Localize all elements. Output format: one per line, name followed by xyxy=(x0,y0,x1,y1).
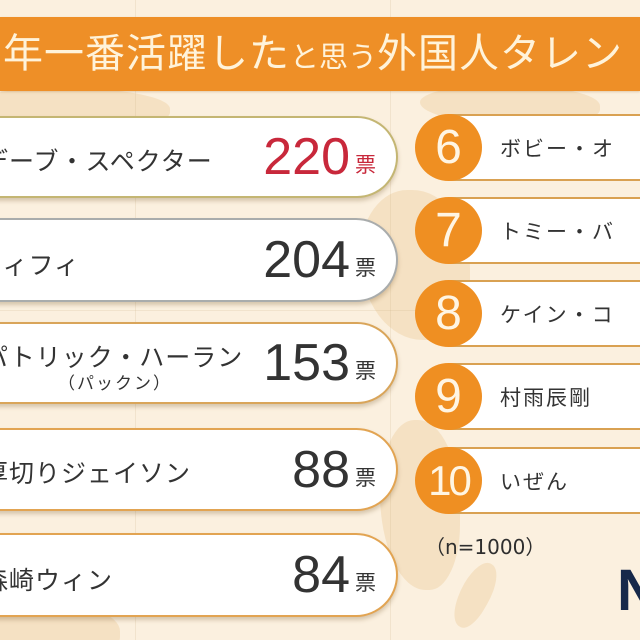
rank-badge: 8 xyxy=(415,280,482,347)
vote-number: 88 xyxy=(292,440,350,499)
talent-name: パトリック・ハーラン xyxy=(0,343,244,372)
rank-badge: 9 xyxy=(415,363,482,430)
title-part: 思 xyxy=(319,40,349,74)
rank-1-card: デーブ・スペクター 220 票 xyxy=(0,116,398,198)
vote-unit: 票 xyxy=(355,256,376,280)
rank-4-card: 厚切りジェイソン 88 票 xyxy=(0,428,398,511)
title-part: 年一番活躍した xyxy=(3,31,290,77)
vote-unit: 票 xyxy=(355,153,376,177)
talent-name: トミー・バ xyxy=(500,219,615,244)
talent-name: フィフィ xyxy=(0,251,81,280)
talent-name: デーブ・スペクター xyxy=(0,147,213,176)
title-part: 外国人タレン xyxy=(377,31,624,77)
sample-size-note: （n=1000） xyxy=(425,535,546,559)
title-part: う xyxy=(348,40,378,74)
rank-3-card: パトリック・ハーラン （パックン） 153 票 xyxy=(0,322,398,404)
vote-unit: 票 xyxy=(355,571,376,595)
rank-badge: 7 xyxy=(415,197,482,264)
brand-logo: N xyxy=(617,558,640,623)
title-part: と xyxy=(290,40,320,74)
talent-name: 村雨辰剛 xyxy=(500,385,592,410)
vote-count: 153 票 xyxy=(263,324,376,402)
talent-nickname: （パックン） xyxy=(58,374,172,394)
vote-count: 88 票 xyxy=(292,430,376,509)
talent-name: 森崎ウィン xyxy=(0,566,114,595)
vote-unit: 票 xyxy=(355,359,376,383)
vote-count: 204 票 xyxy=(263,220,376,300)
talent-name: ボビー・オ xyxy=(500,136,615,161)
rank-badge: 10 xyxy=(415,447,482,514)
talent-name: ケイン・コ xyxy=(500,302,615,327)
vote-number: 220 xyxy=(263,128,350,186)
vote-count: 84 票 xyxy=(292,535,376,615)
rank-badge: 6 xyxy=(415,114,482,181)
vote-number: 153 xyxy=(263,334,350,392)
vote-number: 84 xyxy=(292,546,350,604)
talent-name: いぜん xyxy=(500,469,569,494)
rank-2-card: フィフィ 204 票 xyxy=(0,218,398,302)
talent-name: 厚切りジェイソン xyxy=(0,459,192,488)
title-banner: 年一番活躍したと思う外国人タレン xyxy=(0,17,640,91)
vote-count: 220 票 xyxy=(263,118,376,196)
vote-unit: 票 xyxy=(355,465,376,490)
rank-5-card: 森崎ウィン 84 票 xyxy=(0,533,398,617)
vote-number: 204 xyxy=(263,231,350,289)
page-title: 年一番活躍したと思う外国人タレン xyxy=(3,25,623,91)
